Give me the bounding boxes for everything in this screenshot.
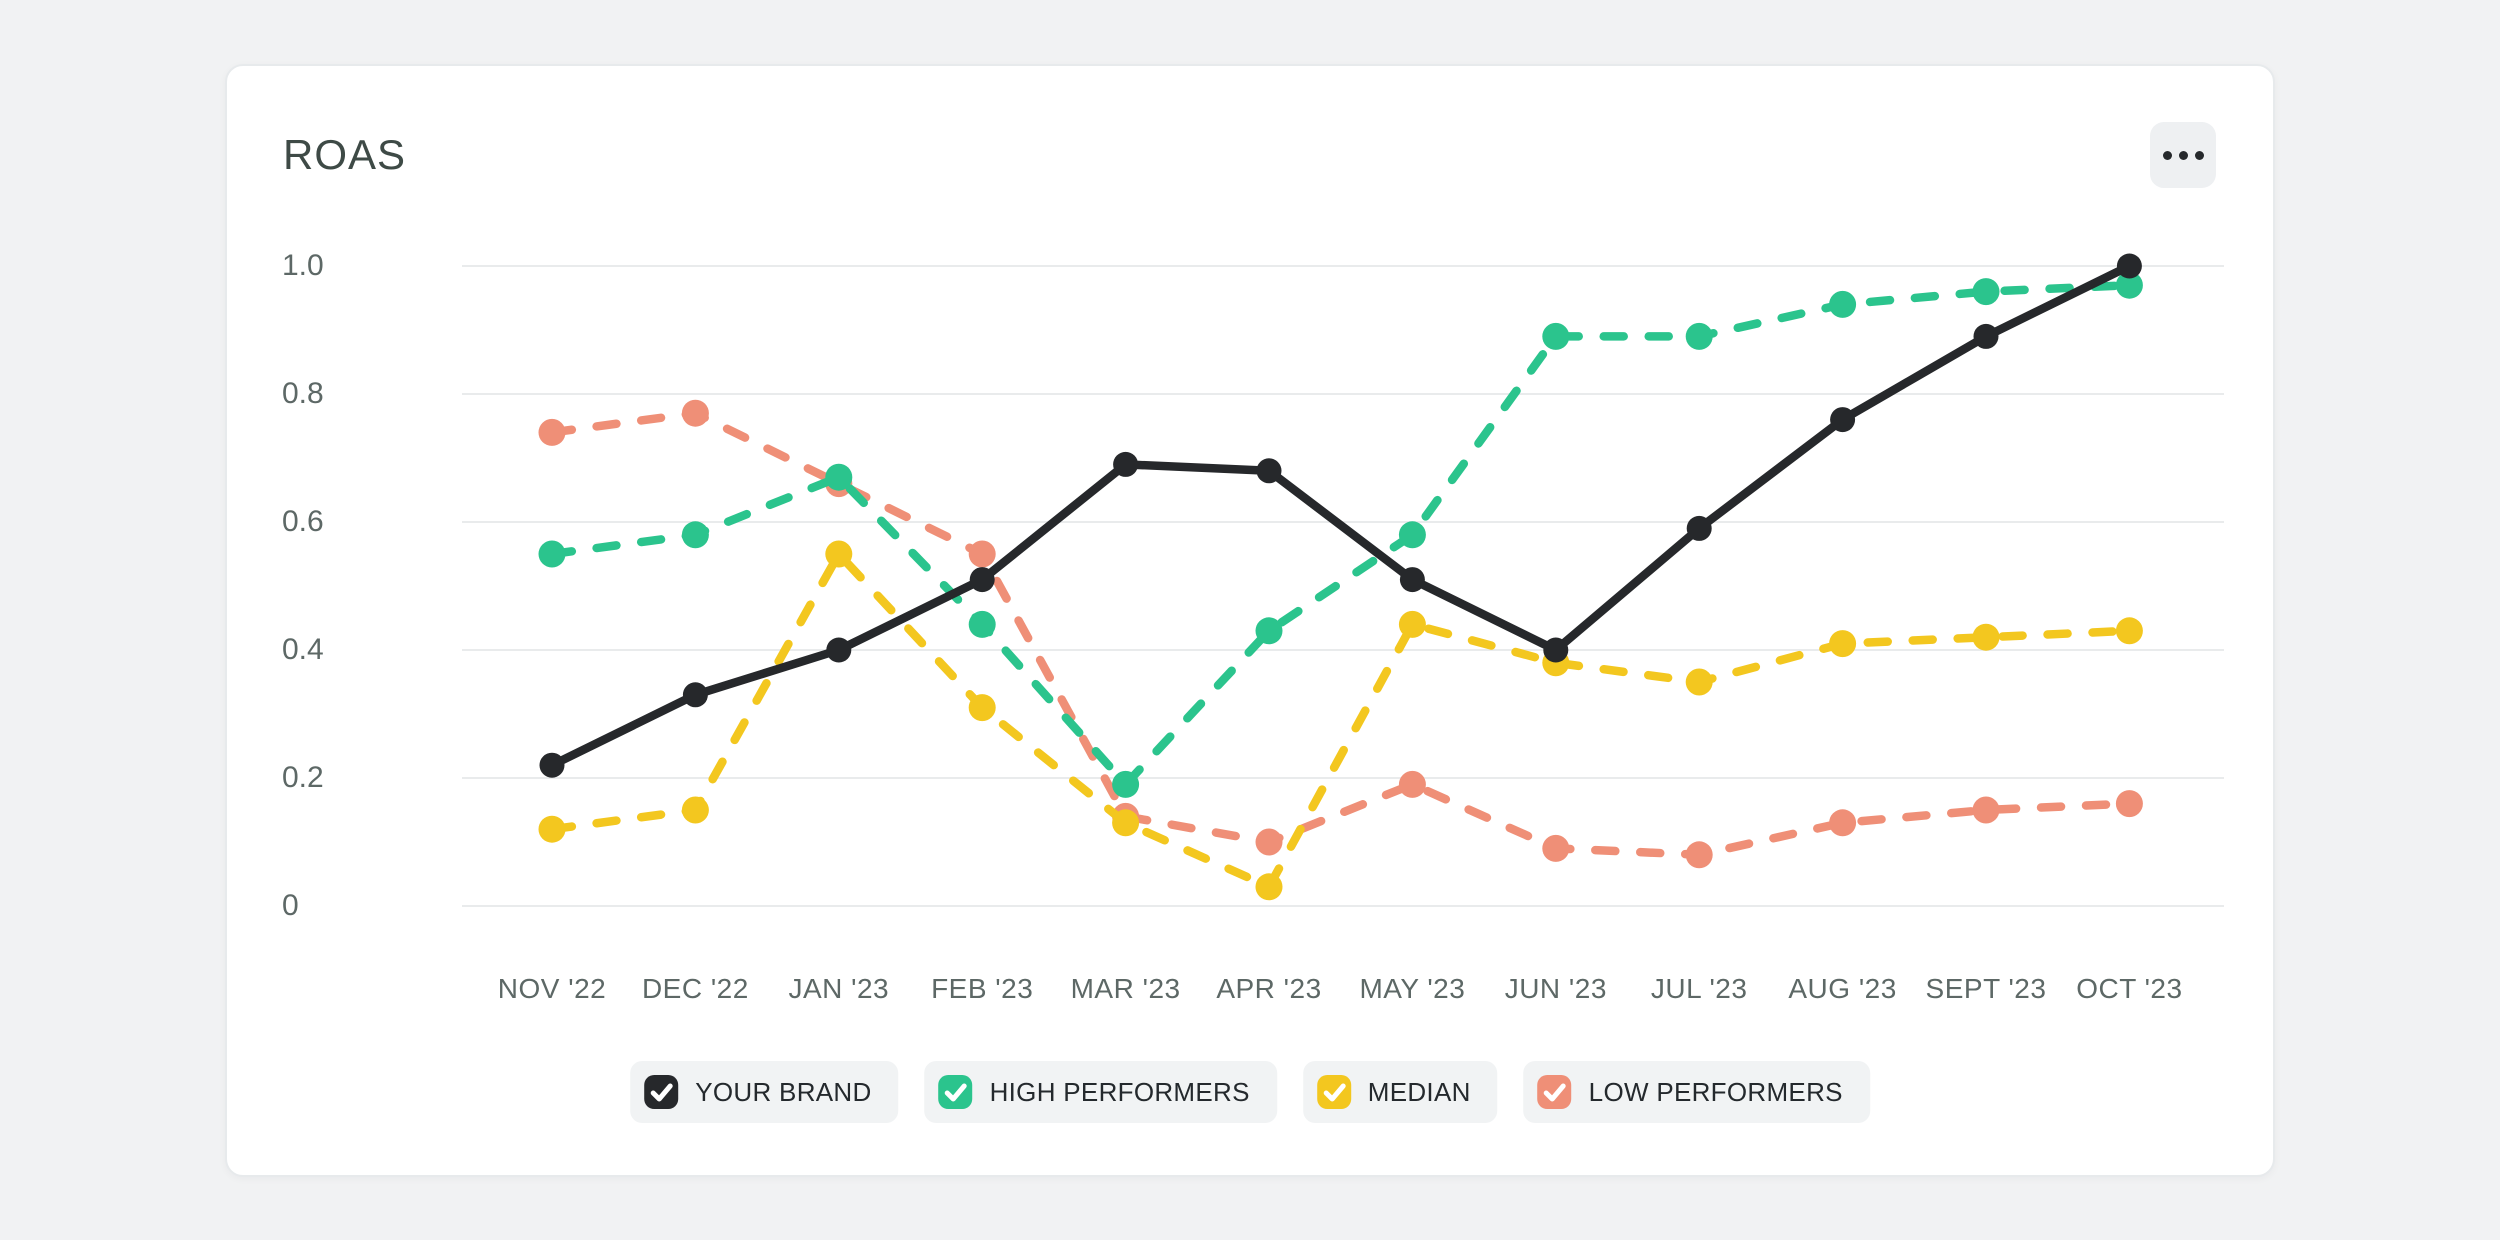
y-tick-label: 0.4 — [282, 633, 324, 666]
point-median-3[interactable] — [968, 694, 996, 722]
point-high-performers-8[interactable] — [1685, 322, 1713, 350]
point-your-brand-1[interactable] — [682, 682, 708, 708]
point-low-performers-8[interactable] — [1685, 841, 1713, 869]
point-high-performers-10[interactable] — [1972, 278, 2000, 306]
x-tick-label: MAY '23 — [1359, 973, 1466, 1004]
x-tick-label: JUN '23 — [1504, 973, 1607, 1004]
point-high-performers-5[interactable] — [1255, 617, 1283, 645]
point-your-brand-5[interactable] — [1256, 458, 1282, 484]
x-tick-label: JUL '23 — [1650, 973, 1748, 1004]
point-high-performers-3[interactable] — [968, 610, 996, 638]
point-low-performers-7[interactable] — [1542, 834, 1570, 862]
x-tick-label: APR '23 — [1216, 973, 1322, 1004]
y-tick-label: 0 — [282, 889, 299, 922]
point-median-11[interactable] — [2115, 617, 2143, 645]
menu-button[interactable] — [2150, 122, 2216, 188]
legend-item-label: MEDIAN — [1367, 1076, 1471, 1107]
legend-checkbox-your-brand — [644, 1075, 679, 1109]
y-tick-label: 0.2 — [282, 761, 324, 794]
x-tick-label: NOV '22 — [497, 973, 607, 1004]
line-low-performers — [547, 408, 2134, 860]
point-median-4[interactable] — [1112, 809, 1140, 837]
legend-checkbox-median — [1316, 1075, 1351, 1109]
point-median-5[interactable] — [1255, 873, 1283, 901]
legend-item-low-performers[interactable]: LOW PERFORMERS — [1523, 1061, 1870, 1123]
x-tick-label: DEC '22 — [641, 973, 749, 1004]
point-low-performers-10[interactable] — [1972, 796, 2000, 824]
point-your-brand-0[interactable] — [539, 752, 565, 778]
check-icon — [945, 1083, 968, 1102]
legend-item-median[interactable]: MEDIAN — [1302, 1061, 1498, 1123]
x-tick-label: AUG '23 — [1788, 973, 1897, 1004]
point-your-brand-10[interactable] — [1973, 323, 1999, 349]
legend-item-your-brand[interactable]: YOUR BRAND — [630, 1061, 899, 1123]
x-tick-label: SEPT '23 — [1925, 973, 2047, 1004]
legend-checkbox-high-performers — [938, 1075, 973, 1109]
point-median-2[interactable] — [825, 540, 853, 568]
point-low-performers-0[interactable] — [538, 418, 566, 446]
point-your-brand-3[interactable] — [969, 567, 995, 593]
chart-legend: YOUR BRAND HIGH PERFORMERS MEDIAN LOW PERFO… — [630, 1061, 1870, 1123]
chart-title: ROAS — [283, 131, 407, 178]
x-tick-label: OCT '23 — [2076, 973, 2183, 1004]
point-median-9[interactable] — [1829, 630, 1857, 658]
point-low-performers-11[interactable] — [2115, 790, 2143, 818]
legend-item-label: LOW PERFORMERS — [1588, 1076, 1843, 1107]
x-tick-label: MAR '23 — [1070, 973, 1181, 1004]
point-high-performers-11[interactable] — [2115, 271, 2143, 299]
point-median-10[interactable] — [1972, 623, 2000, 651]
point-your-brand-2[interactable] — [826, 637, 852, 663]
y-tick-label: 1.0 — [282, 249, 324, 282]
point-median-8[interactable] — [1685, 668, 1713, 696]
x-tick-label: JAN '23 — [788, 973, 890, 1004]
x-tick-label: FEB '23 — [931, 973, 1034, 1004]
line-your-brand — [547, 261, 2134, 770]
legend-item-high-performers[interactable]: HIGH PERFORMERS — [924, 1061, 1277, 1123]
point-low-performers-3[interactable] — [968, 540, 996, 568]
point-your-brand-7[interactable] — [1543, 637, 1569, 663]
point-high-performers-0[interactable] — [538, 540, 566, 568]
line-high-performers — [547, 280, 2134, 789]
point-high-performers-7[interactable] — [1542, 322, 1570, 350]
point-low-performers-5[interactable] — [1255, 828, 1283, 856]
point-high-performers-1[interactable] — [681, 521, 709, 549]
point-low-performers-9[interactable] — [1829, 809, 1857, 837]
point-high-performers-9[interactable] — [1829, 290, 1857, 318]
legend-item-label: HIGH PERFORMERS — [989, 1076, 1250, 1107]
ellipsis-icon — [2159, 150, 2207, 160]
point-your-brand-8[interactable] — [1686, 515, 1712, 541]
point-high-performers-2[interactable] — [825, 463, 853, 491]
point-median-1[interactable] — [681, 796, 709, 824]
check-icon — [1323, 1083, 1346, 1102]
point-your-brand-4[interactable] — [1113, 451, 1139, 477]
point-your-brand-11[interactable] — [2116, 253, 2142, 279]
point-median-6[interactable] — [1398, 610, 1426, 638]
legend-checkbox-low-performers — [1537, 1075, 1572, 1109]
legend-item-label: YOUR BRAND — [695, 1076, 872, 1107]
check-icon — [650, 1083, 673, 1102]
point-median-0[interactable] — [538, 815, 566, 843]
point-your-brand-9[interactable] — [1830, 407, 1856, 433]
point-high-performers-6[interactable] — [1398, 521, 1426, 549]
check-icon — [1544, 1083, 1567, 1102]
line-median — [547, 549, 2134, 892]
point-your-brand-6[interactable] — [1399, 567, 1425, 593]
point-high-performers-4[interactable] — [1112, 770, 1140, 798]
y-tick-label: 0.8 — [282, 377, 324, 410]
y-tick-label: 0.6 — [282, 505, 324, 538]
point-low-performers-1[interactable] — [681, 399, 709, 427]
roas-card — [225, 64, 2275, 1177]
point-low-performers-6[interactable] — [1398, 770, 1426, 798]
